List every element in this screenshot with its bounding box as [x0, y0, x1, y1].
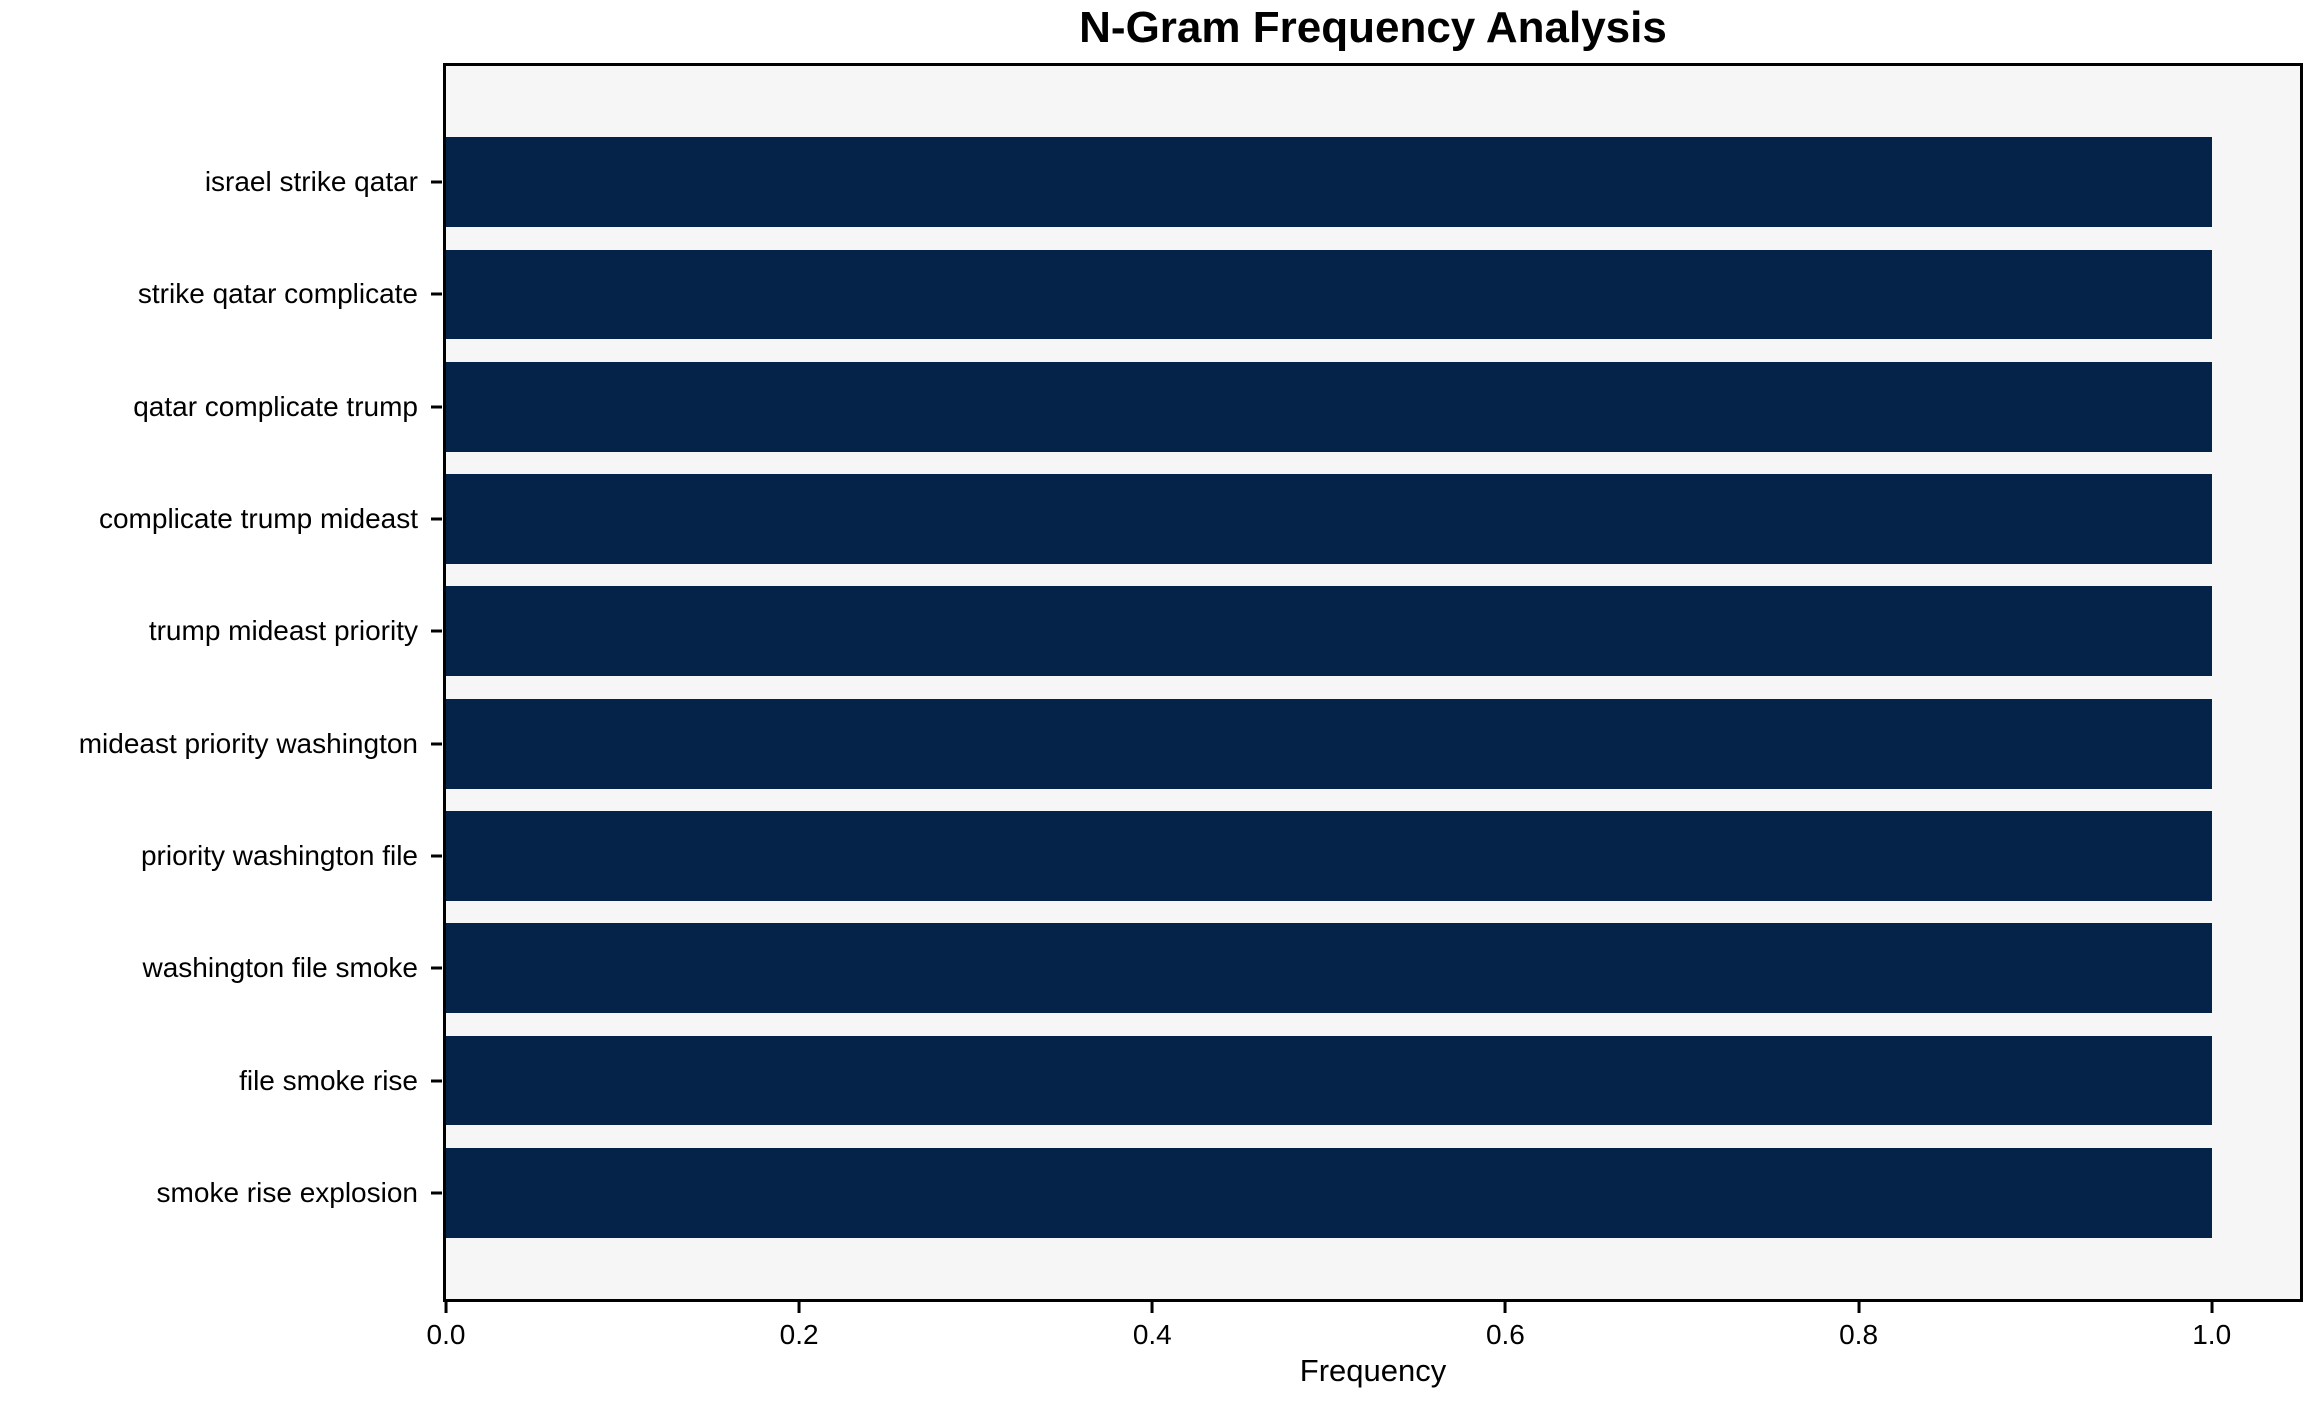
- y-tick-mark: [431, 180, 442, 184]
- x-tick-mark: [1857, 1302, 1861, 1313]
- bar: [446, 1147, 2212, 1238]
- y-tick-mark: [431, 517, 442, 521]
- bar-row: smoke rise explosion: [157, 1137, 2300, 1249]
- y-tick-mark: [431, 854, 442, 858]
- y-tick-mark: [431, 1079, 442, 1083]
- chart-title: N-Gram Frequency Analysis: [1079, 3, 1667, 52]
- bar: [446, 474, 2212, 564]
- x-tick-label: 0.4: [1132, 1319, 1172, 1350]
- x-tick-mark: [1503, 1302, 1507, 1313]
- x-tick: 0.4: [1133, 1302, 1172, 1349]
- x-tick-label: 0.0: [426, 1319, 466, 1350]
- x-tick-label: 1.0: [2192, 1319, 2232, 1350]
- y-tick-mark: [431, 966, 442, 970]
- bar-row: mideast priority washington: [79, 687, 2300, 799]
- y-tick-label: mideast priority washington: [78, 727, 418, 759]
- y-tick-label: smoke rise explosion: [156, 1176, 418, 1208]
- x-tick: 0.0: [426, 1302, 466, 1350]
- y-tick-label: priority washington file: [140, 839, 418, 871]
- bar-row: qatar complicate trump: [133, 351, 2300, 463]
- y-tick-mark: [431, 1191, 442, 1195]
- x-tick-label: 0.6: [1485, 1319, 1525, 1350]
- bar-row: file smoke rise: [239, 1024, 2300, 1136]
- x-tick: 0.8: [1839, 1302, 1878, 1349]
- x-tick-label: 0.8: [1839, 1319, 1879, 1350]
- y-tick-label: complicate trump mideast: [98, 503, 418, 535]
- bar-row: israel strike qatar: [205, 126, 2300, 238]
- bar-row: priority washington file: [141, 800, 2300, 912]
- bar: [446, 586, 2212, 677]
- bar: [446, 698, 2212, 789]
- y-tick-mark: [431, 629, 442, 633]
- bars-region: israel strike qatar strike qatar complica…: [79, 126, 2300, 1249]
- y-tick-label: israel strike qatar: [204, 166, 418, 198]
- x-tick-label: 0.2: [779, 1319, 819, 1350]
- bar: [446, 249, 2212, 340]
- x-tick: 1.0: [2192, 1302, 2231, 1349]
- y-tick-label: file smoke rise: [239, 1064, 418, 1096]
- y-tick-label: qatar complicate trump: [133, 390, 418, 422]
- bar-row: trump mideast priority: [149, 575, 2300, 687]
- plot-area: israel strike qatar strike qatar complica…: [79, 63, 2303, 1349]
- x-tick-mark: [797, 1302, 801, 1313]
- y-tick-mark: [431, 292, 442, 296]
- y-tick-mark: [431, 405, 442, 409]
- x-tick-mark: [2210, 1302, 2214, 1313]
- x-tick: 0.2: [780, 1302, 819, 1349]
- x-axis-label: Frequency: [1299, 1353, 1447, 1388]
- y-tick-label: trump mideast priority: [148, 615, 418, 647]
- bar: [446, 811, 2212, 901]
- bar: [446, 923, 2212, 1014]
- y-tick-label: strike qatar complicate: [137, 278, 418, 310]
- bar-row: strike qatar complicate: [138, 238, 2300, 350]
- y-tick-label: washington file smoke: [142, 952, 418, 984]
- bar-row: complicate trump mideast: [99, 463, 2300, 575]
- bar-row: washington file smoke: [143, 912, 2300, 1024]
- x-tick: 0.6: [1486, 1302, 1525, 1349]
- bar: [446, 1035, 2212, 1126]
- bar: [446, 137, 2212, 228]
- bar: [446, 361, 2212, 452]
- y-tick-mark: [431, 742, 442, 746]
- x-tick-mark: [1150, 1302, 1154, 1313]
- x-tick-mark: [444, 1302, 448, 1313]
